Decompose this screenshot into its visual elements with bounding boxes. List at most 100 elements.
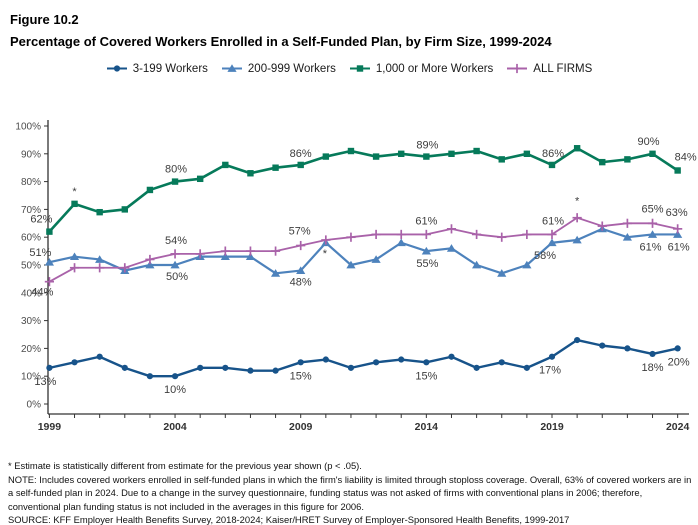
data-point-marker-square: [356, 65, 364, 72]
data-label-200-999-workers-2019: 58%: [534, 250, 556, 262]
data-point-marker-triangle: [497, 269, 507, 277]
data-label-3-199-workers-2023: 18%: [642, 362, 664, 374]
data-label-200-999-workers-2004: 50%: [166, 271, 188, 283]
data-point-marker-square: [523, 150, 531, 157]
data-point-marker-circle: [146, 373, 154, 380]
data-label-1000-or-more-workers-2023: 90%: [638, 136, 660, 148]
data-label-all-firms-2004: 54%: [165, 235, 187, 247]
data-point-marker-circle: [121, 364, 128, 371]
data-point-marker-triangle: [522, 260, 532, 269]
y-axis-tick-label: 50%: [21, 261, 41, 272]
data-point-marker-circle: [398, 356, 405, 363]
data-point-marker-square: [372, 153, 380, 160]
figure-number: Figure 10.2: [10, 12, 79, 27]
data-point-marker-circle: [624, 345, 631, 352]
data-label-1000-or-more-workers-2004: 80%: [165, 164, 187, 176]
data-point-marker-triangle: [572, 235, 582, 244]
y-axis-tick-label: 60%: [21, 233, 41, 244]
legend-item-1000-or-more-workers: 1,000 or More Workers: [349, 62, 493, 75]
x-axis-tick-label: 2004: [163, 421, 187, 433]
data-point-marker-square: [247, 170, 254, 177]
data-label-all-firms-2009: 57%: [289, 226, 311, 238]
data-point-marker-circle: [297, 359, 304, 366]
data-point-marker-square: [674, 167, 681, 174]
data-point-marker-circle: [322, 356, 329, 363]
x-axis-tick-label: 2019: [540, 421, 564, 433]
data-point-marker-square: [146, 186, 154, 194]
chart-legend: 3-199 Workers 200-999 Workers 1,000 or Mor…: [0, 62, 698, 75]
data-label-1000-or-more-workers-2009: 86%: [290, 148, 312, 160]
data-point-marker-triangle: [421, 246, 431, 255]
data-point-marker-circle: [523, 364, 530, 371]
data-point-marker-square: [322, 153, 330, 160]
data-label-all-firms-2014: 61%: [415, 215, 437, 227]
data-label-3-199-workers-2009: 15%: [290, 370, 312, 382]
source-note: SOURCE: KFF Employer Health Benefits Sur…: [8, 514, 570, 525]
significance-asterisk-all-firms-2020: *: [575, 196, 580, 208]
footnotes: * Estimate is statistically different fr…: [8, 459, 692, 525]
data-point-marker-square: [473, 147, 480, 155]
data-label-3-199-workers-2014: 15%: [415, 370, 437, 382]
data-label-1000-or-more-workers-2019: 86%: [542, 148, 564, 160]
data-point-marker-triangle: [673, 230, 683, 238]
data-label-200-999-workers-1999: 51%: [29, 247, 51, 259]
y-axis-tick-label: 30%: [21, 316, 41, 327]
data-point-marker-circle: [222, 364, 229, 371]
legend-item-3-199-workers: 3-199 Workers: [106, 62, 208, 75]
y-axis-tick-label: 10%: [21, 372, 41, 383]
data-point-marker-triangle: [170, 260, 180, 269]
data-point-marker-circle: [372, 359, 380, 366]
data-point-marker-square: [624, 156, 631, 163]
data-point-marker-triangle: [622, 233, 632, 241]
data-point-marker-circle: [347, 364, 355, 371]
y-axis-tick-label: 80%: [21, 177, 41, 188]
y-axis-tick-label: 20%: [21, 344, 41, 355]
data-point-marker-circle: [272, 367, 279, 374]
data-label-all-firms-2019: 61%: [542, 215, 564, 227]
circle-marker-icon: [106, 65, 127, 72]
data-point-marker-square: [423, 153, 430, 160]
significance-note: * Estimate is statistically different fr…: [8, 460, 362, 471]
data-point-marker-triangle: [472, 260, 482, 269]
x-axis-tick-label: 2009: [289, 421, 313, 433]
data-label-3-199-workers-1999: 13%: [34, 376, 56, 388]
figure-title: Percentage of Covered Workers Enrolled i…: [10, 34, 552, 49]
data-label-all-firms-2023: 65%: [642, 203, 664, 215]
data-point-marker-circle: [448, 353, 455, 360]
data-label-200-999-workers-2014: 55%: [416, 258, 438, 270]
data-point-marker-square: [599, 158, 606, 166]
data-point-marker-triangle: [95, 255, 105, 263]
data-point-marker-square: [71, 200, 78, 208]
data-point-marker-square: [398, 150, 405, 157]
data-point-marker-triangle: [227, 64, 237, 72]
series-line-3-199-workers: [49, 338, 678, 378]
data-point-marker-triangle: [446, 244, 457, 252]
data-point-marker-triangle: [346, 260, 356, 269]
legend-label: ALL FIRMS: [533, 62, 593, 75]
data-point-marker-triangle: [145, 260, 155, 269]
data-point-marker-circle: [113, 65, 120, 72]
data-point-marker-circle: [674, 345, 681, 352]
data-label-1000-or-more-workers-2014: 89%: [416, 140, 438, 152]
data-point-marker-square: [347, 147, 355, 155]
data-label-1000-or-more-workers-1999: 62%: [30, 214, 52, 226]
data-label-1000-or-more-workers-2024: 84%: [675, 151, 697, 163]
data-point-marker-square: [196, 175, 204, 183]
data-point-marker-square: [46, 228, 53, 235]
data-point-marker-circle: [71, 359, 78, 366]
series-line-1000-or-more-workers: [48, 146, 679, 233]
data-point-marker-circle: [548, 353, 556, 360]
data-point-marker-triangle: [44, 258, 54, 266]
data-point-marker-circle: [197, 364, 204, 371]
x-axis-tick-label: 2024: [666, 421, 690, 433]
y-axis-tick-label: 40%: [21, 288, 41, 299]
y-axis-tick-label: 0%: [27, 400, 42, 411]
triangle-marker-icon: [221, 64, 242, 72]
data-point-marker-square: [171, 178, 179, 185]
data-point-marker-circle: [46, 364, 53, 371]
data-label-3-199-workers-2024: 20%: [668, 356, 690, 368]
series-3-199-workers: 13% 10% 15% 15% 17% 18% 20%: [34, 336, 690, 396]
data-point-marker-triangle: [245, 252, 256, 261]
